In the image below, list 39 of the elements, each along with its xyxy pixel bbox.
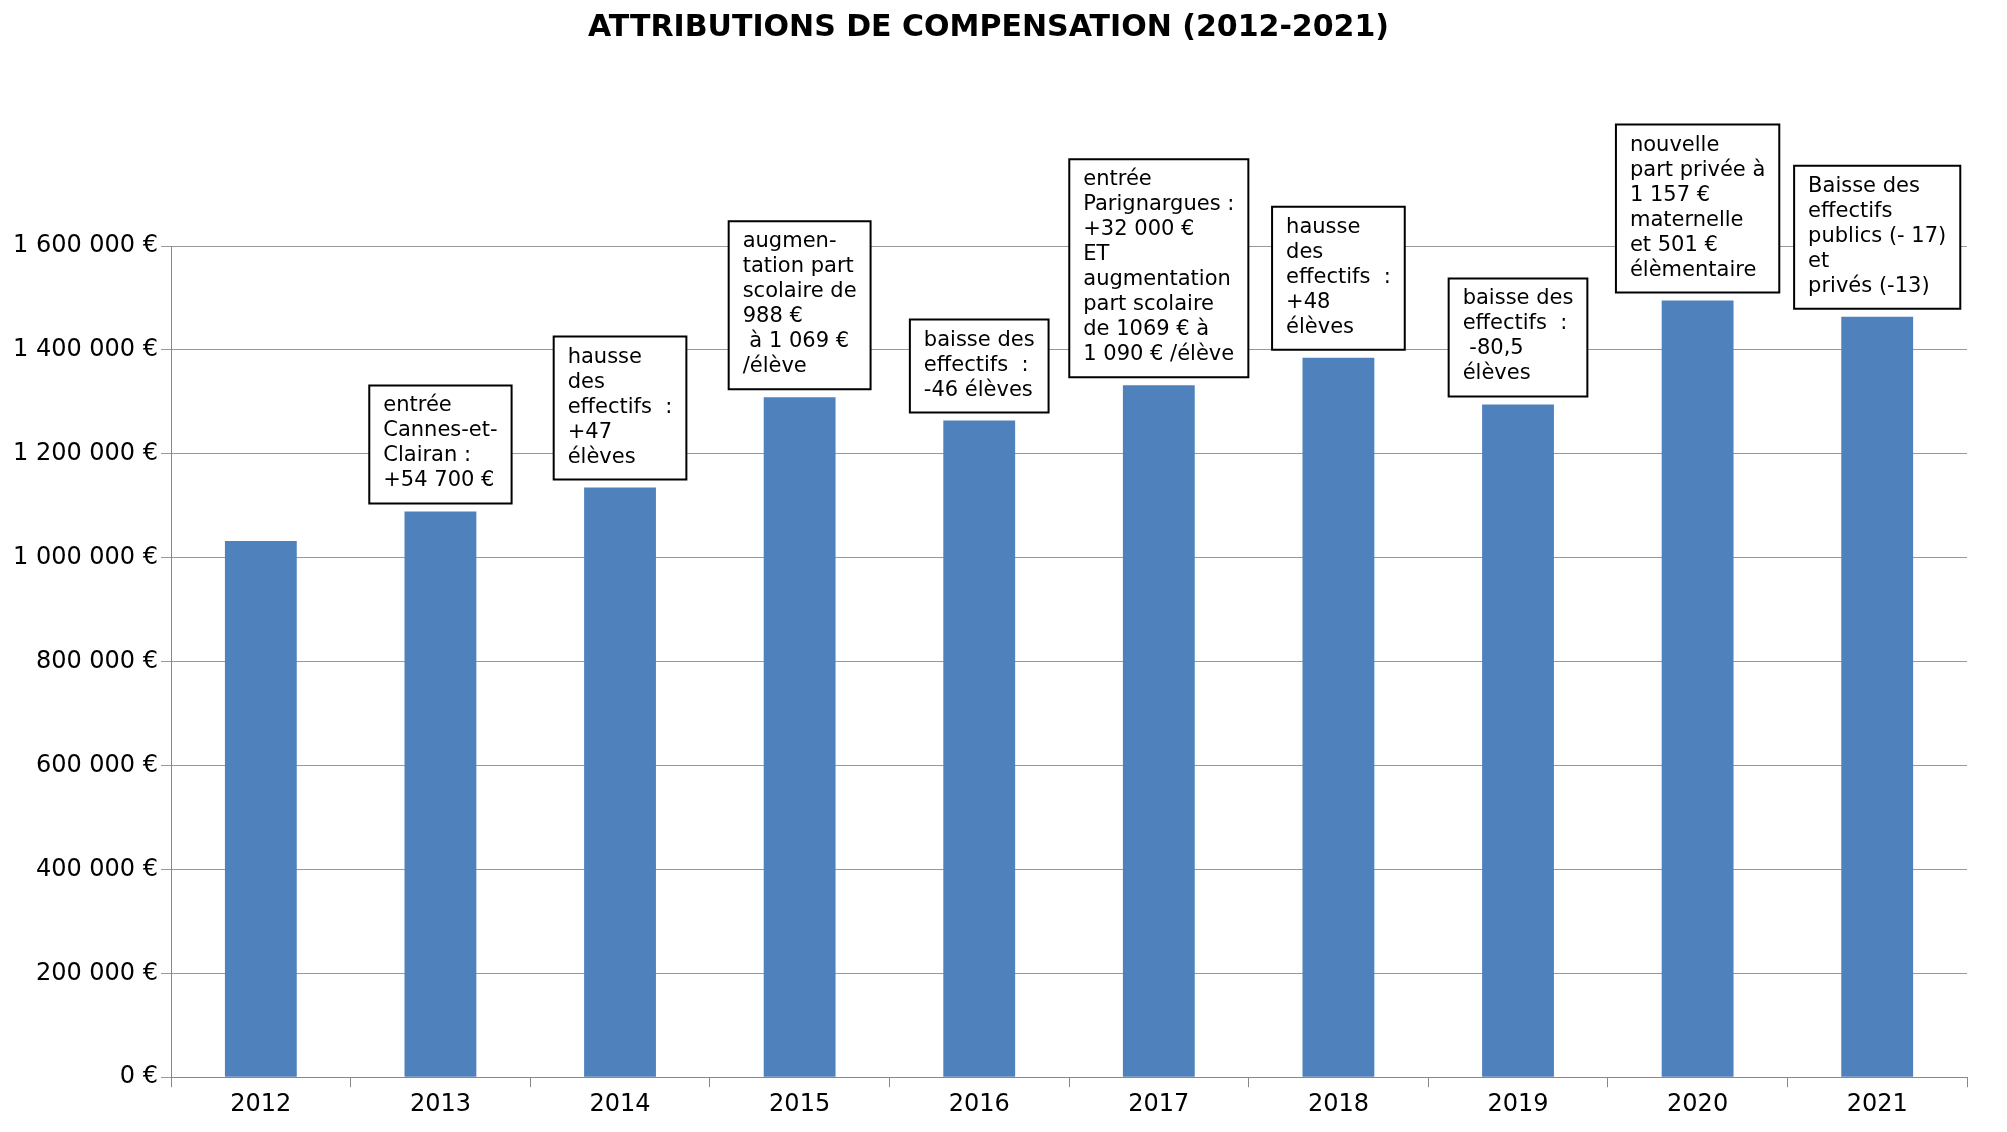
y-tick-label: 800 000 € (35, 645, 159, 674)
bar (943, 420, 1016, 1077)
x-tick-label: 2018 (1307, 1088, 1369, 1117)
annotation: augmen- tation part scolaire de 988 € à 1 069 € /élève (742, 228, 857, 378)
annotation: hausse des effectifs : +48 élèves (1286, 213, 1391, 338)
annotation: baisse des effectifs : -46 élèves (923, 326, 1035, 401)
annotation: nouvelle part privée à 1 157 € maternelle et 501 € élèmentaire (1629, 131, 1766, 281)
annotation: entrée Parignargues : +32 000 € ET augmentation part scolaire de 1069 € à 1 090 € /élève (1083, 166, 1235, 366)
y-tick-label: 400 000 € (35, 853, 159, 882)
bar (1482, 404, 1554, 1077)
x-tick-label: 2017 (1128, 1088, 1190, 1117)
x-tick-label: 2016 (948, 1088, 1010, 1117)
x-tick-label: 2012 (230, 1088, 292, 1117)
bar (404, 511, 477, 1077)
bar (1841, 316, 1914, 1077)
annotation: hausse des effectifs : +47 élèves (567, 343, 673, 468)
y-tick-label: 200 000 € (35, 957, 159, 986)
y-tick-label: 0 € (119, 1061, 159, 1090)
x-tick-label: 2019 (1487, 1088, 1549, 1117)
y-tick-label: 1 600 000 € (13, 230, 159, 259)
y-tick-label: 1 000 000 € (13, 541, 159, 570)
bar (1122, 385, 1195, 1077)
x-tick-label: 2014 (589, 1088, 651, 1117)
chart-title: ATTRIBUTIONS DE COMPENSATION (2012-2021) (587, 7, 1390, 43)
bar (1661, 300, 1734, 1077)
x-tick-label: 2021 (1846, 1088, 1908, 1117)
bar (584, 487, 656, 1077)
y-tick-label: 1 200 000 € (13, 438, 159, 467)
bar (224, 541, 297, 1077)
annotation: Baisse des effectifs publics (- 17) et privés (-13) (1808, 172, 1947, 297)
x-tick-label: 2013 (409, 1088, 471, 1117)
y-tick-label: 600 000 € (35, 749, 159, 778)
bar (1302, 357, 1375, 1077)
annotation: entrée Cannes-et- Clairan : +54 700 € (383, 392, 498, 492)
bar (763, 397, 836, 1077)
y-tick-label: 1 400 000 € (13, 334, 159, 363)
x-tick-label: 2020 (1667, 1088, 1729, 1117)
annotation: baisse des effectifs : -80,5 élèves (1462, 285, 1574, 385)
x-tick-label: 2015 (769, 1088, 831, 1117)
